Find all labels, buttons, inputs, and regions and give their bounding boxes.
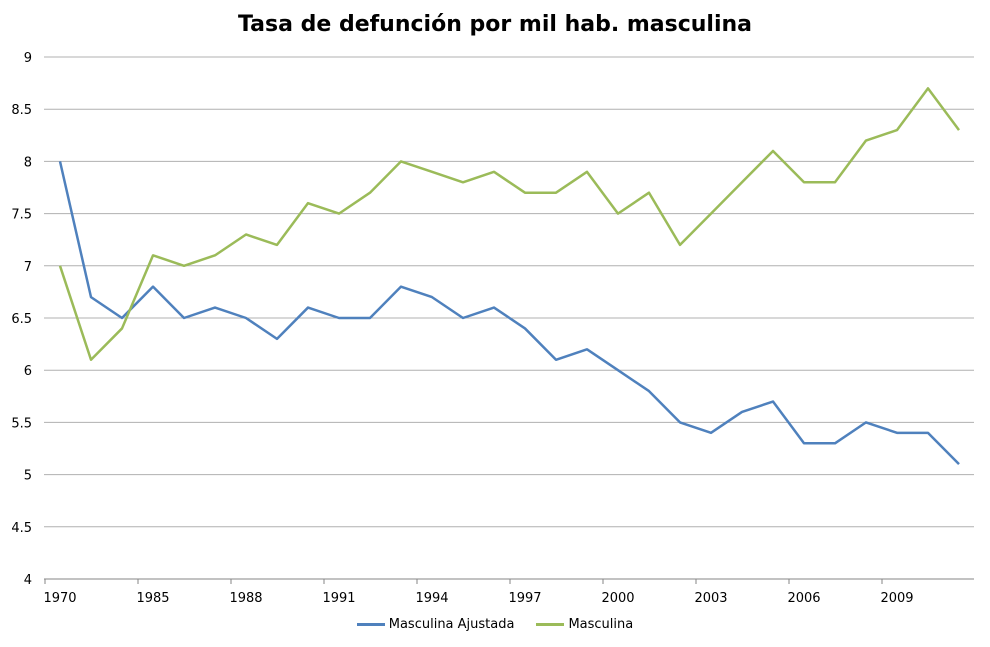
legend-item: Masculina xyxy=(536,617,633,632)
x-tick-label: 2006 xyxy=(787,591,820,606)
x-tick-label: 1985 xyxy=(136,591,169,606)
legend-swatch xyxy=(536,623,565,626)
legend: Masculina Ajustada Masculina xyxy=(0,617,990,632)
series-line-masculina xyxy=(58,87,961,362)
y-tick-label: 9 xyxy=(24,51,32,66)
chart-title: Tasa de defunción por mil hab. masculina xyxy=(238,12,752,37)
legend-label: Masculina xyxy=(568,617,634,632)
y-tick-label: 8 xyxy=(24,155,32,170)
y-tick-label: 6.5 xyxy=(11,312,32,327)
y-tick-label: 4.5 xyxy=(11,521,32,536)
y-tick-label: 6 xyxy=(24,364,32,379)
y-tick-label: 8.5 xyxy=(11,103,32,118)
y-tick-label: 4 xyxy=(24,573,32,588)
x-tick-label: 1988 xyxy=(229,591,262,606)
y-tick-label: 7.5 xyxy=(11,208,32,223)
y-tick-label: 7 xyxy=(24,260,32,275)
series-line-masculina-ajustada xyxy=(58,161,960,466)
legend-item: Masculina Ajustada xyxy=(356,617,515,632)
x-tick-label: 1970 xyxy=(43,591,76,606)
x-tick-label: 1991 xyxy=(322,591,355,606)
x-tick-label: 2003 xyxy=(694,591,727,606)
x-tick-label: 2000 xyxy=(601,591,634,606)
x-tick-label: 1997 xyxy=(508,591,541,606)
x-tick-label: 2009 xyxy=(880,591,913,606)
y-tick-label: 5.5 xyxy=(11,416,32,431)
legend-label: Masculina Ajustada xyxy=(388,617,515,632)
y-tick-label: 5 xyxy=(24,469,32,484)
x-tick-label: 1994 xyxy=(415,591,448,606)
legend-swatch xyxy=(356,623,385,626)
